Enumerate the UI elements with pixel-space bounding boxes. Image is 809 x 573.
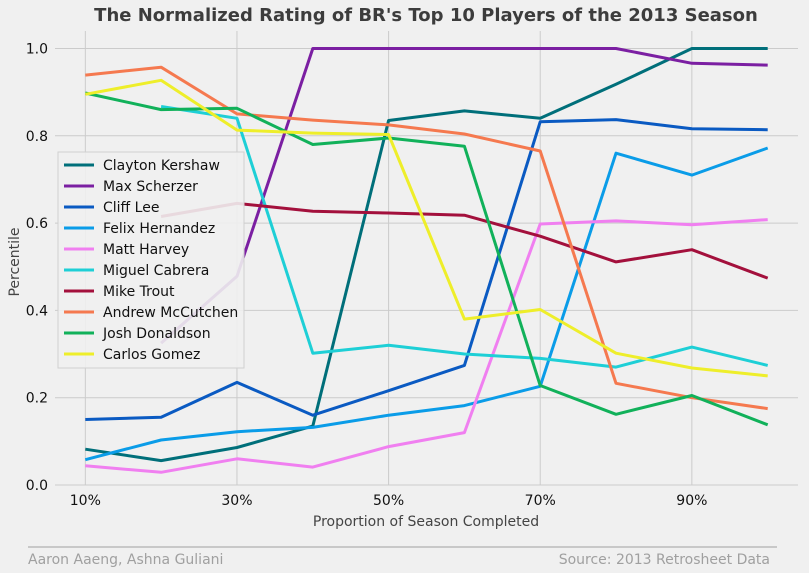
y-tick-label: 1.0 (26, 41, 48, 57)
series-lines (84, 47, 769, 474)
series-line-max-scherzer (160, 47, 768, 345)
legend-label-max-scherzer: Max Scherzer (103, 179, 198, 195)
legend-label-josh-donaldson: Josh Donaldson (102, 326, 211, 342)
series-line-clayton-kershaw (85, 47, 768, 463)
legend-label-carlos-gomez: Carlos Gomez (103, 347, 200, 363)
chart-title: The Normalized Rating of BR's Top 10 Pla… (94, 5, 758, 26)
x-tick-label: 30% (221, 493, 252, 509)
footer-credit: Aaron Aaeng, Ashna Guliani (28, 552, 223, 568)
legend-label-mike-trout: Mike Trout (103, 284, 175, 300)
legend-label-andrew-mccutchen: Andrew McCutchen (103, 305, 238, 321)
legend-label-matt-harvey: Matt Harvey (103, 242, 189, 258)
x-axis-label: Proportion of Season Completed (313, 514, 539, 530)
legend-label-felix-hernandez: Felix Hernandez (103, 221, 215, 237)
y-tick-label: 0.8 (26, 129, 48, 145)
series-line-carlos-gomez (85, 78, 768, 378)
x-tick-label: 10% (70, 493, 101, 509)
legend-label-miguel-cabrera: Miguel Cabrera (103, 263, 209, 279)
y-axis-label: Percentile (7, 227, 23, 296)
x-tick-label: 50% (373, 493, 404, 509)
series-line-andrew-mccutchen (85, 65, 768, 411)
x-tick-label: 90% (676, 493, 707, 509)
footer-source: Source: 2013 Retrosheet Data (559, 552, 770, 568)
y-tick-label: 0.2 (26, 391, 48, 407)
series-line-matt-harvey (85, 218, 768, 474)
series-line-josh-donaldson (84, 91, 769, 427)
y-tick-label: 0.0 (26, 478, 48, 494)
y-tick-label: 0.6 (26, 216, 48, 232)
series-line-mike-trout (160, 201, 769, 280)
legend-label-cliff-lee: Cliff Lee (103, 200, 159, 216)
legend: Clayton Kershaw Max Scherzer Cliff Lee Feli… (57, 151, 245, 369)
series-line-cliff-lee (85, 118, 768, 421)
tick-labels: 0.0 0.2 0.4 0.6 0.8 1.0 10% 30% 50% 70% 90% (26, 41, 708, 509)
legend-label-clayton-kershaw: Clayton Kershaw (103, 158, 220, 174)
x-tick-label: 70% (525, 493, 556, 509)
series-line-felix-hernandez (84, 146, 769, 462)
y-tick-label: 0.4 (26, 303, 48, 319)
series-line-miguel-cabrera (160, 105, 769, 369)
